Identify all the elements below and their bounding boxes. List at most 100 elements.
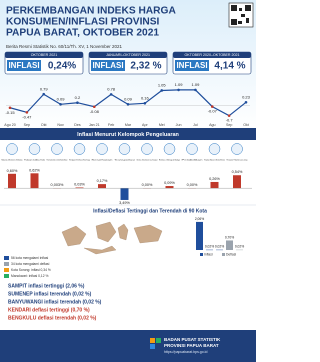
summary-label: INFLASI xyxy=(92,61,123,70)
point xyxy=(126,103,130,106)
org-name: PROVINSI PAPUA BARAT xyxy=(164,343,219,348)
month-label: Sep xyxy=(24,123,30,127)
point-label: 0.23 xyxy=(242,94,251,99)
group-icon xyxy=(231,143,243,155)
month-label: Agu 20 xyxy=(4,123,15,127)
summary-period: OKTOBER 2021 xyxy=(31,53,58,57)
month-label: Jun xyxy=(176,123,182,127)
city-bar-label: 2,06% xyxy=(195,217,204,221)
point xyxy=(59,103,62,106)
group-label: Penyediaan Makanan & Minuman/Restoran xyxy=(204,159,225,162)
point-label: 0.2 xyxy=(75,95,81,100)
map xyxy=(61,221,163,255)
city-note: SUMENEP inflasi terendah (0,02 %) xyxy=(8,291,92,297)
bar-label: 0,54% xyxy=(232,170,243,174)
group-label: Perumahan, Air, Listrik & Bahan Bakar xyxy=(47,159,68,162)
point xyxy=(25,111,29,114)
bar-label: 0,00% xyxy=(142,183,153,187)
point-label: 1.09 xyxy=(192,82,201,87)
group-icon xyxy=(163,143,176,155)
point xyxy=(76,101,79,105)
bar xyxy=(8,173,16,189)
bar-label: 0,03% xyxy=(74,182,85,186)
month-label: Agu xyxy=(209,123,215,127)
point xyxy=(244,100,248,104)
group-icon xyxy=(96,143,108,155)
bar-label: 0,00% xyxy=(187,183,198,187)
point-label: 1.05 xyxy=(158,83,167,88)
title-line: KONSUMEN/INFLASI PROVINSI xyxy=(6,17,160,28)
summary-value: 4,14 % xyxy=(214,61,245,72)
bar xyxy=(210,181,219,189)
summary-period-bg xyxy=(173,52,251,58)
summary-label-bg xyxy=(7,60,41,71)
bar-label: 0,60% xyxy=(7,169,18,173)
legend-text: Kota Sorong: inflasi 0,34 % xyxy=(11,268,51,272)
group-icon xyxy=(208,143,221,155)
group-label: Makanan, Minuman & Tembakau xyxy=(2,160,24,162)
city-note: KENDARI deflasi tertinggi (0,70 %) xyxy=(8,307,90,313)
section-band xyxy=(0,128,256,140)
month-label: Nov xyxy=(57,123,64,127)
org-name: BADAN PUSAT STATISTIK xyxy=(164,337,221,342)
footer-bg xyxy=(0,330,256,362)
legend-text: Inflasi xyxy=(204,252,213,256)
city-bar xyxy=(226,240,233,250)
point-label: 0.16 xyxy=(141,95,150,100)
point xyxy=(109,93,113,96)
point-label: -0.47 xyxy=(22,114,32,119)
legend-text: 56 kota mengalami inflasi xyxy=(11,256,48,260)
legend-text: 34 kota mengalami deflasi xyxy=(11,262,50,266)
group-label: Perlengkapan & Pemeliharaan Rumah Tangga xyxy=(69,159,90,162)
city-bar xyxy=(196,221,203,250)
qr-pattern xyxy=(231,5,251,25)
group-icon xyxy=(186,143,198,155)
legend-swatch xyxy=(4,256,9,260)
summary-period-bg xyxy=(89,52,167,58)
summary-value: 2,32 % xyxy=(130,61,161,72)
group-icon xyxy=(141,143,153,155)
bar xyxy=(75,187,84,189)
point xyxy=(210,105,214,108)
bps-logo xyxy=(150,338,161,349)
point xyxy=(8,106,12,110)
bar-label: 3,49% xyxy=(119,201,130,205)
month-label: Apr xyxy=(142,123,148,127)
month-label: Mar xyxy=(125,123,132,127)
group-icon xyxy=(73,143,86,155)
legend-text: Manokwari: inflasi 0,12 % xyxy=(11,274,48,278)
month-label: Okt xyxy=(243,123,249,127)
point xyxy=(92,105,96,109)
group-label: Transportasi xyxy=(114,159,136,162)
group-icon xyxy=(6,143,18,155)
cities-title: Inflasi/Deflasi Tertinggi dan Terendah d… xyxy=(93,208,207,214)
org-url: https://papuabarat.bps.go.id xyxy=(164,350,207,354)
month-label: Mei xyxy=(159,123,165,127)
bar xyxy=(98,184,106,189)
point-label: 0.79 xyxy=(40,86,49,91)
bar xyxy=(165,186,174,189)
summary-period: OKTOBER 2020–OKTOBER 2021 xyxy=(185,53,240,57)
month-label: Jan 21 xyxy=(89,123,100,127)
title-line: PERKEMBANGAN INDEKS HARGA xyxy=(6,6,176,17)
month-label: Sep xyxy=(226,123,232,127)
bar-label: 0,09% xyxy=(164,181,175,185)
title-line: PAPUA BARAT, OKTOBER 2021 xyxy=(6,28,159,39)
group-icon xyxy=(118,143,131,155)
point xyxy=(177,88,180,92)
month-label: Feb xyxy=(108,123,114,127)
group-label: Perawatan Pribadi & Jasa Lainnya xyxy=(227,159,248,162)
legend-text: Deflasi xyxy=(226,252,236,256)
summary-period-bg xyxy=(5,52,83,58)
bar xyxy=(233,175,241,189)
bar xyxy=(30,173,39,189)
legend-swatch xyxy=(200,253,203,256)
point-label: -0.7 xyxy=(226,118,234,123)
summary-label-bg xyxy=(175,60,209,71)
city-bar-label: 0,70% xyxy=(225,235,234,239)
group-icon xyxy=(28,143,41,155)
legend-swatch xyxy=(4,274,9,278)
point xyxy=(42,92,46,96)
point xyxy=(143,101,147,105)
subtitle: Berita Resmi Statistik No. 60/11/Th. XV,… xyxy=(6,44,123,49)
